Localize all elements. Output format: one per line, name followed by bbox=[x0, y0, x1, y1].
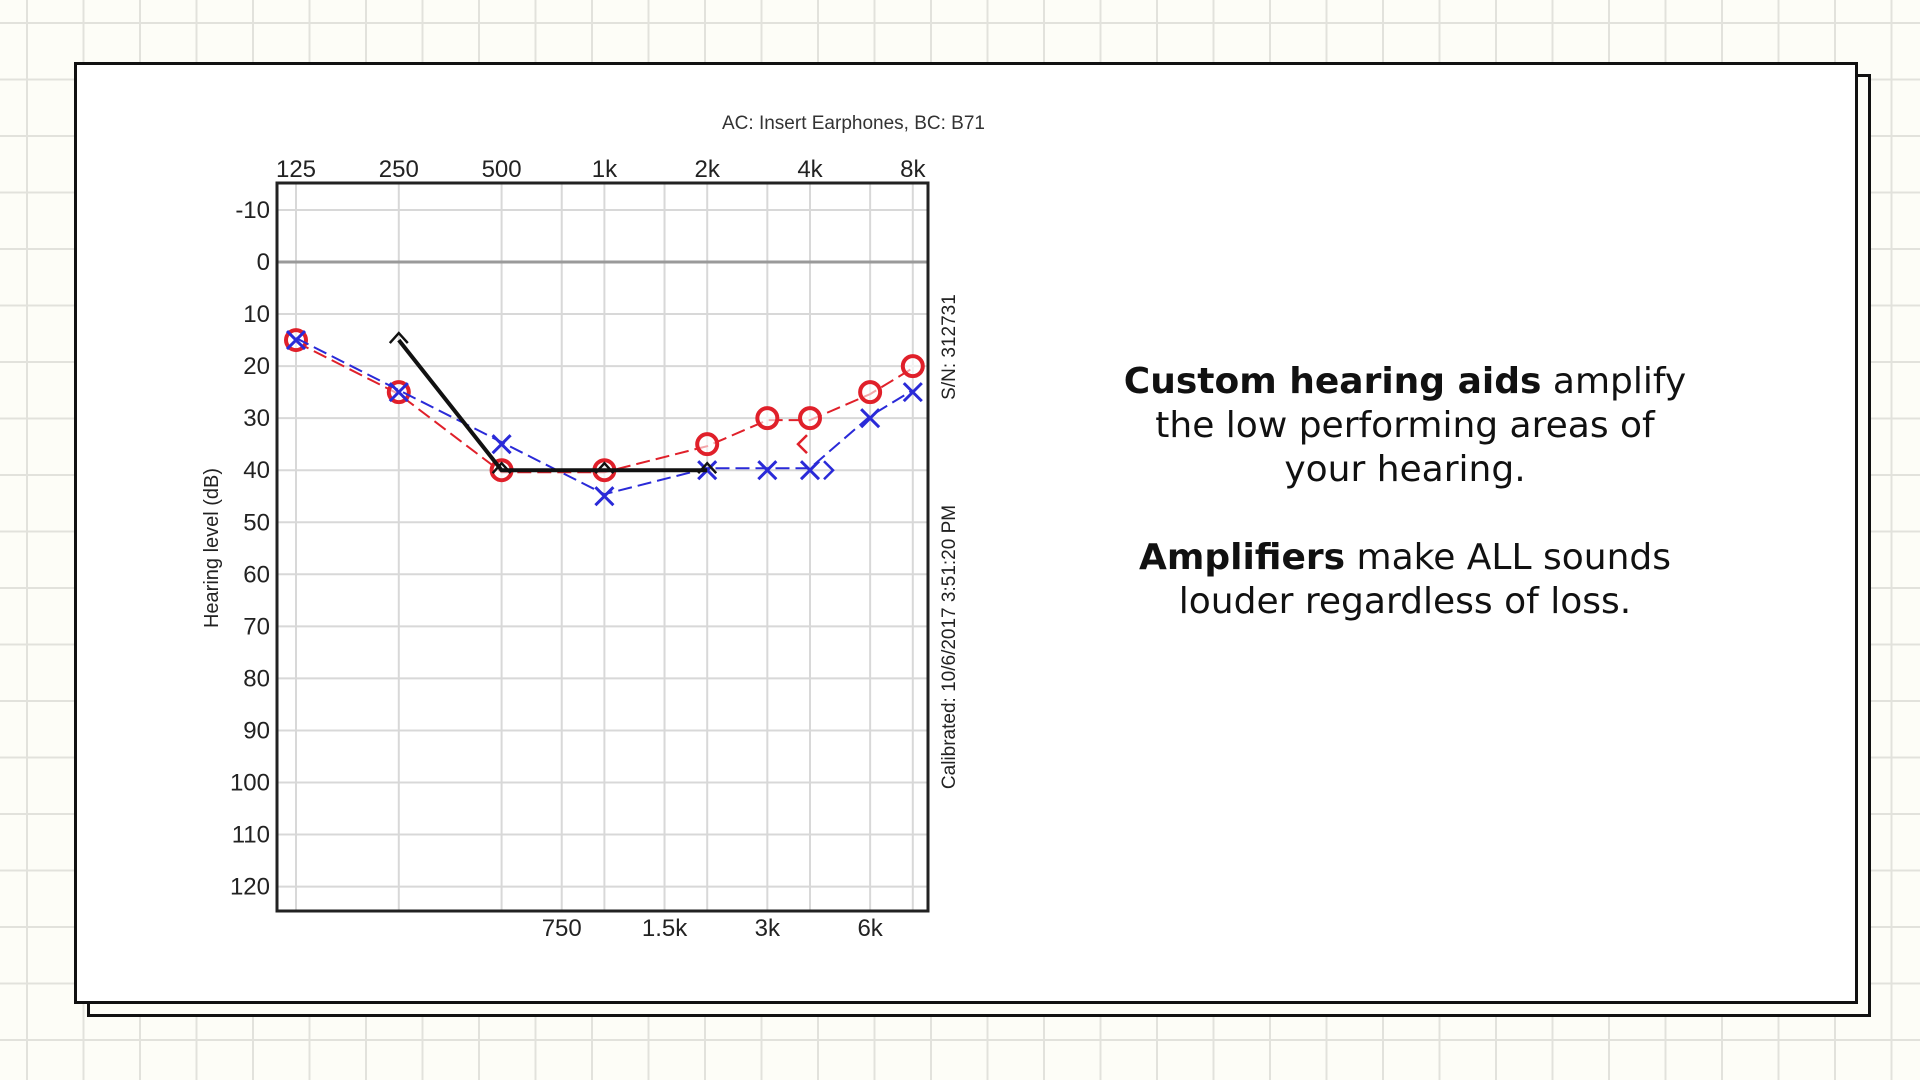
less-than-marker-icon bbox=[796, 434, 808, 455]
x-marker-icon bbox=[902, 382, 923, 403]
circle-marker-icon bbox=[695, 432, 720, 457]
x-top-tick-label: 125 bbox=[276, 156, 316, 183]
plot-background bbox=[277, 183, 928, 911]
plot-frame bbox=[275, 181, 930, 913]
circle-marker-icon bbox=[798, 406, 822, 431]
y-tick-label: 40 bbox=[243, 457, 270, 484]
y-tick-label: 90 bbox=[243, 717, 270, 744]
greater-than-marker-icon bbox=[823, 460, 835, 481]
circle-marker-icon bbox=[900, 354, 925, 379]
y-tick-label: 30 bbox=[243, 405, 270, 432]
x-top-tick-label: 2k bbox=[695, 156, 721, 183]
paragraph-custom-hearing-aids: Custom hearing aids amplify the low perf… bbox=[1115, 360, 1695, 492]
x-top-tick-label: 8k bbox=[900, 156, 926, 183]
x-top-tick-label: 500 bbox=[482, 156, 522, 183]
paragraph-amplifiers: Amplifiers make ALL sounds louder regard… bbox=[1115, 536, 1695, 624]
x-marker-icon bbox=[491, 434, 512, 455]
x-marker-icon bbox=[388, 382, 409, 403]
x-top-tick-label: 250 bbox=[379, 156, 419, 183]
y-tick-label: 80 bbox=[243, 665, 270, 692]
text-custom-hearing-aids: amplify the low performing areas of your… bbox=[1155, 361, 1687, 490]
x-top-tick-label: 1k bbox=[592, 156, 618, 183]
series-line bbox=[397, 338, 708, 473]
chart-title: AC: Insert Earphones, BC: B71 bbox=[722, 113, 985, 134]
y-tick-label: -10 bbox=[235, 197, 270, 224]
slide-text: Custom hearing aids amplify the low perf… bbox=[1115, 360, 1695, 624]
y-tick-label: 20 bbox=[243, 353, 270, 380]
y-tick-label: 60 bbox=[243, 561, 270, 588]
x-marker-icon bbox=[594, 486, 615, 507]
caret-marker-icon bbox=[491, 461, 512, 475]
bold-amplifiers: Amplifiers bbox=[1138, 537, 1346, 578]
x-top-tick-label: 4k bbox=[797, 156, 823, 183]
y-axis-label: Hearing level (dB) bbox=[201, 468, 223, 628]
x-marker-icon bbox=[285, 330, 307, 351]
calibrated-label: Calibrated: 10/6/2017 3:51:20 PM bbox=[939, 505, 960, 789]
x-bottom-tick-label: 750 bbox=[542, 915, 582, 942]
serial-number-label: S/N: 312731 bbox=[939, 294, 960, 400]
y-tick-label: 100 bbox=[230, 770, 270, 797]
y-tick-label: 10 bbox=[243, 301, 270, 328]
y-tick-label: 0 bbox=[257, 249, 270, 276]
x-marker-icon bbox=[860, 408, 881, 429]
y-tick-label: 110 bbox=[232, 822, 270, 849]
text-amplifiers: make ALL sounds louder regardless of los… bbox=[1178, 537, 1672, 622]
x-marker-icon bbox=[757, 460, 778, 481]
x-marker-icon bbox=[799, 460, 821, 481]
circle-marker-icon bbox=[755, 406, 780, 431]
plot-series bbox=[284, 328, 925, 507]
axis-labels: 125 250 500 1k 2k 4k 8k 750 1.5k 3k 6k -10 0 10 20 30 40… bbox=[201, 156, 960, 942]
caret-marker-icon bbox=[594, 461, 615, 475]
plot-grid bbox=[277, 183, 928, 911]
y-tick-label: 70 bbox=[243, 613, 270, 640]
x-bottom-tick-label: 1.5k bbox=[642, 915, 688, 942]
y-tick-label: 120 bbox=[230, 874, 270, 901]
x-bottom-tick-label: 6k bbox=[857, 915, 883, 942]
caret-marker-icon bbox=[697, 461, 718, 475]
bold-custom-hearing-aids: Custom hearing aids bbox=[1123, 361, 1542, 402]
x-bottom-tick-label: 3k bbox=[755, 915, 781, 942]
circle-marker-icon bbox=[858, 380, 883, 405]
caret-marker-icon bbox=[388, 331, 409, 344]
y-tick-label: 50 bbox=[243, 509, 270, 536]
